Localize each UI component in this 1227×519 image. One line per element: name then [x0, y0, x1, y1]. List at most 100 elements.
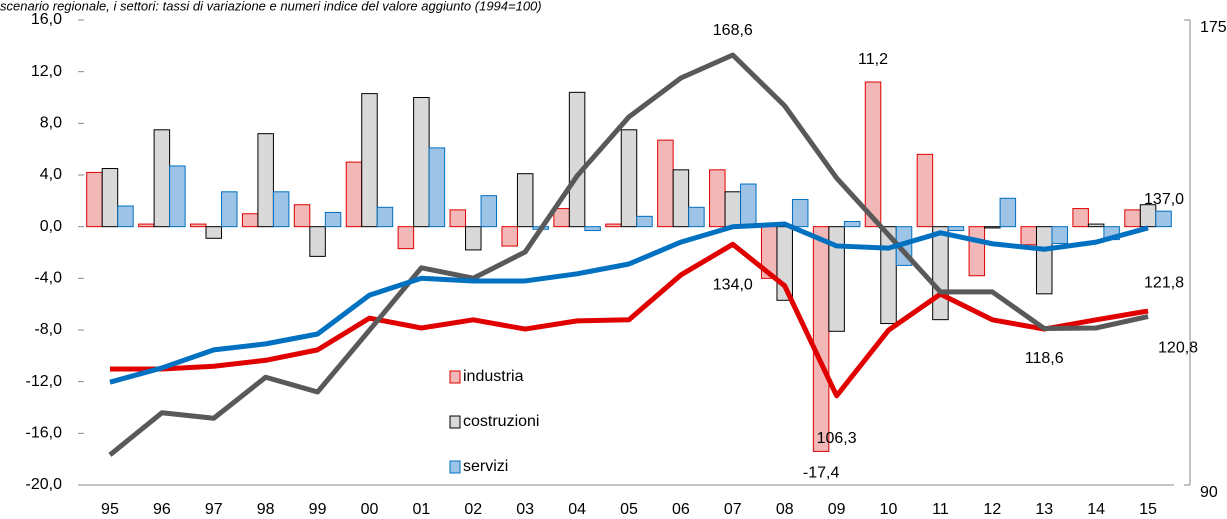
legend-label: industria	[463, 368, 524, 385]
x-tick-label: 05	[620, 501, 638, 518]
legend-swatch	[449, 415, 461, 429]
bar	[86, 171, 103, 228]
y-tick-label: -16,0	[26, 425, 63, 442]
bar	[636, 215, 653, 228]
x-tick-label: 13	[1035, 501, 1053, 518]
data-label: 106,3	[817, 430, 857, 447]
x-tick-label: 10	[880, 501, 898, 518]
bar	[169, 165, 186, 228]
x-tick-label: 06	[672, 501, 690, 518]
data-label: 168,6	[713, 22, 753, 39]
bar	[205, 226, 223, 239]
x-tick-label: 12	[983, 501, 1001, 518]
y-tick-label: 8,0	[40, 115, 62, 132]
x-tick-label: 09	[828, 501, 846, 518]
bar	[828, 226, 845, 332]
bar	[688, 206, 705, 228]
x-tick-label: 11	[932, 501, 949, 518]
x-tick-label: 03	[516, 501, 534, 518]
x-tick-label: 15	[1139, 501, 1157, 518]
bar	[812, 226, 830, 452]
y-tick-label: -4,0	[34, 270, 62, 287]
x-tick-label: 98	[257, 501, 275, 518]
data-label: 120,8	[1158, 340, 1198, 357]
bar	[932, 226, 949, 321]
y-tick-label: -20,0	[26, 476, 63, 493]
line	[109, 221, 1149, 385]
bar	[324, 211, 342, 228]
x-tick-label: 02	[464, 501, 482, 518]
y-tick-label: -12,0	[26, 373, 63, 390]
bar	[999, 197, 1017, 228]
legend-swatch	[449, 460, 461, 474]
bar	[1124, 209, 1141, 228]
bar	[153, 129, 171, 228]
bar	[117, 205, 134, 228]
bar	[465, 226, 482, 251]
bar	[1035, 226, 1053, 295]
x-tick-label: 97	[205, 501, 223, 518]
bar	[740, 183, 757, 228]
data-label: 11,2	[858, 51, 888, 68]
bar	[1087, 223, 1105, 228]
bar	[1051, 226, 1068, 244]
x-tick-label: 04	[568, 501, 586, 518]
bar	[916, 153, 934, 228]
x-tick-label: 07	[724, 501, 742, 518]
bar	[190, 223, 207, 228]
x-tick-label: 95	[101, 501, 119, 518]
bar	[293, 204, 311, 228]
bar	[361, 93, 378, 228]
bar	[880, 226, 897, 325]
x-tick-label: 14	[1087, 501, 1105, 518]
x-tick-label: 96	[153, 501, 171, 518]
bar	[413, 97, 430, 228]
y2-tick-label: 90	[1200, 484, 1218, 501]
bar	[843, 221, 861, 228]
data-label: 137,0	[1144, 191, 1184, 208]
bar	[568, 91, 586, 228]
bar	[241, 213, 259, 228]
bar	[968, 226, 986, 277]
bar	[1072, 208, 1089, 228]
y-tick-label: 12,0	[31, 63, 62, 80]
bar	[449, 209, 467, 228]
x-tick-label: 99	[309, 501, 327, 518]
bar	[397, 226, 415, 250]
x-tick-label: 08	[776, 501, 794, 518]
data-label: -17,4	[803, 465, 840, 482]
legend-swatch	[449, 370, 461, 384]
bar	[620, 129, 638, 228]
data-label: 121,8	[1144, 274, 1184, 291]
bar	[1155, 210, 1172, 228]
x-tick-label: 00	[361, 501, 379, 518]
bar	[272, 191, 290, 228]
bar	[309, 226, 326, 257]
bar	[657, 139, 674, 228]
bar	[1020, 226, 1037, 246]
legend-label: costruzioni	[463, 413, 539, 430]
bar	[516, 173, 534, 228]
bar	[864, 81, 882, 228]
bar	[376, 206, 394, 228]
bar	[428, 147, 446, 228]
data-label: 134,0	[713, 277, 753, 294]
data-label: 118,6	[1025, 350, 1064, 367]
bar	[501, 226, 518, 247]
bar	[553, 208, 570, 228]
bar	[138, 223, 155, 228]
y2-tick-label: 175	[1200, 19, 1227, 36]
bar	[947, 226, 965, 232]
bar	[101, 168, 119, 228]
bar	[724, 191, 742, 228]
bar	[984, 226, 1001, 229]
line	[109, 241, 1149, 399]
bar	[709, 169, 726, 228]
legend-label: servizi	[463, 458, 508, 475]
chart-title: scenario regionale, i settori: tassi di …	[0, 0, 542, 13]
bar	[605, 223, 622, 228]
bar	[672, 169, 690, 228]
y-tick-label: 16,0	[31, 11, 62, 28]
bar	[221, 191, 238, 228]
